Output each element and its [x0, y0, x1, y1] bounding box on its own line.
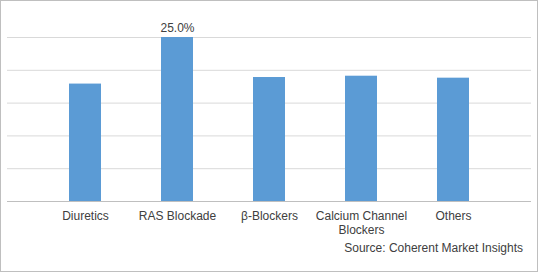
svg-text:RAS Blockade: RAS Blockade [139, 209, 217, 223]
svg-text:β-Blockers: β-Blockers [241, 209, 298, 223]
svg-text:Others: Others [435, 209, 471, 223]
svg-text:Diuretics: Diuretics [62, 209, 109, 223]
svg-text:25.0%: 25.0% [160, 21, 194, 35]
html-text:Source: Coherent Market Insigh: Source: Coherent Market Insights [344, 241, 523, 255]
svg-text:Calcium ChannelBlockers: Calcium ChannelBlockers [316, 209, 407, 237]
